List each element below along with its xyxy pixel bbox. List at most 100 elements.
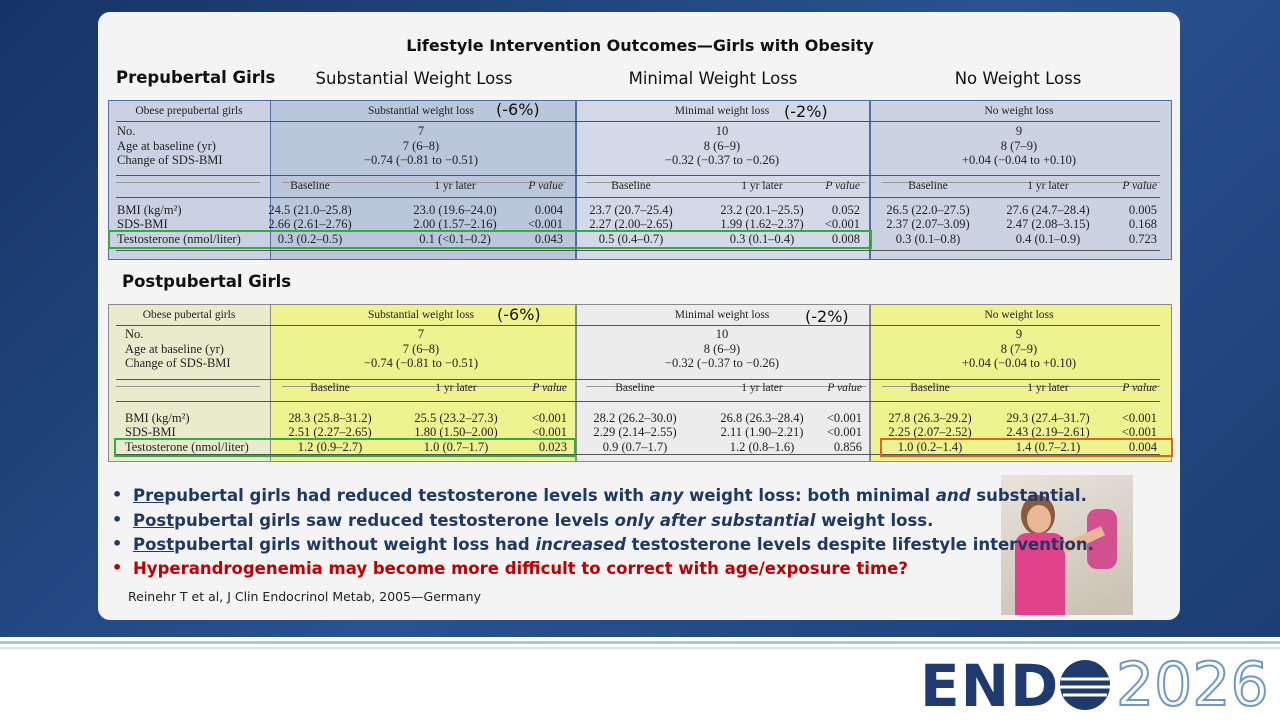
subheader: P value <box>528 180 563 192</box>
bullet-segment: weight loss. <box>815 511 934 530</box>
row-label: SDS-BMI <box>117 217 168 231</box>
cell: 1.4 (0.7–2.1) <box>1015 440 1081 454</box>
subheader: 1 yr later <box>1027 382 1069 394</box>
summary-value: −0.74 (−0.81 to −0.51) <box>363 153 479 167</box>
cell: 23.2 (20.1–25.5) <box>720 203 804 217</box>
table-rule <box>586 182 866 183</box>
cell: 2.43 (2.19–2.61) <box>1006 425 1090 439</box>
group-header: Minimal weight loss <box>674 105 770 117</box>
table-rule <box>282 182 566 183</box>
summary-value: 7 <box>417 327 425 341</box>
cell: 27.8 (26.3–29.2) <box>888 411 972 425</box>
cell: 29.3 (27.4–31.7) <box>1006 411 1090 425</box>
group-column <box>870 304 1172 462</box>
highlight-box <box>114 438 576 457</box>
logo-year: 2026 <box>1115 650 1270 720</box>
bullet-segment: pubertal girls saw reduced testosterone … <box>174 511 615 530</box>
bullet-segment: Post <box>133 511 175 530</box>
bullet-segment: only after substantial <box>614 511 816 530</box>
group-header: No weight loss <box>984 309 1054 321</box>
cell: <0.001 <box>531 411 567 425</box>
section-label: Prepubertal Girls <box>116 68 276 87</box>
cell: 2.66 (2.61–2.76) <box>268 217 352 231</box>
summary-value: 8 (7–9) <box>1000 342 1038 356</box>
bullet-segment: Hyperandrogenemia may become more diffic… <box>133 559 908 578</box>
cell: 1.2 (0.9–2.7) <box>297 440 363 454</box>
bullet-dot: • <box>112 558 123 577</box>
bullet-segment: Pre <box>133 486 165 505</box>
cell: 2.29 (2.14–2.55) <box>593 425 677 439</box>
row-label: Testosterone (nmol/liter) <box>117 232 241 246</box>
subheader: 1 yr later <box>1027 180 1069 192</box>
column-heading: Substantial Weight Loss <box>315 69 513 88</box>
summary-value: 9 <box>1015 124 1023 138</box>
subheader: 1 yr later <box>435 382 477 394</box>
summary-value: −0.32 (−0.37 to −0.26) <box>664 356 780 370</box>
table-rule <box>116 197 1160 198</box>
cell: 2.11 (1.90–2.21) <box>720 425 804 439</box>
cell: 1.0 (0.7–1.7) <box>423 440 489 454</box>
cell: 27.6 (24.7–28.4) <box>1006 203 1090 217</box>
bullet-segment: Post <box>133 535 175 554</box>
subheader: 1 yr later <box>434 180 476 192</box>
group-column <box>576 100 870 260</box>
bullet: Postpubertal girls saw reduced testoster… <box>133 512 933 530</box>
group-column <box>576 304 870 462</box>
table-rule <box>282 386 566 387</box>
annotation: (-6%) <box>496 100 540 119</box>
table-rule <box>116 379 1160 380</box>
bullet-dot: • <box>112 485 123 504</box>
cell: 0.168 <box>1128 217 1157 231</box>
row-label: Change of SDS-BMI <box>125 356 231 370</box>
summary-value: 8 (6–9) <box>703 342 741 356</box>
bullet-dot: • <box>112 534 123 553</box>
subheader: P value <box>1122 180 1157 192</box>
subheader: Baseline <box>615 382 655 394</box>
row-label: Change of SDS-BMI <box>117 153 223 167</box>
cell: 0.004 <box>534 203 563 217</box>
subheader: P value <box>825 180 860 192</box>
photo-shirt <box>1015 533 1065 615</box>
cell: 0.4 (0.1–0.9) <box>1015 232 1081 246</box>
subheader: P value <box>827 382 862 394</box>
cell: 2.37 (2.07–3.09) <box>886 217 970 231</box>
summary-value: 10 <box>715 124 729 138</box>
table-rule <box>116 401 1160 402</box>
group-header: No weight loss <box>984 105 1054 117</box>
cell: 0.043 <box>534 232 563 246</box>
summary-value: −0.32 (−0.37 to −0.26) <box>664 153 780 167</box>
cell: 0.856 <box>833 440 862 454</box>
cell: 28.2 (26.2–30.0) <box>593 411 677 425</box>
row-label: Testosterone (nmol/liter) <box>125 440 249 454</box>
table-rule <box>116 250 1160 251</box>
subheader: 1 yr later <box>741 382 783 394</box>
summary-value: 7 <box>417 124 425 138</box>
subheader: 1 yr later <box>741 180 783 192</box>
footer-stripe <box>0 647 1280 649</box>
cell: <0.001 <box>527 217 563 231</box>
cell: 0.9 (0.7–1.7) <box>602 440 668 454</box>
bullet-segment: weight loss: both minimal <box>683 486 936 505</box>
bullet-segment: and <box>935 486 971 505</box>
cell: <0.001 <box>826 425 862 439</box>
cell: 2.27 (2.00–2.65) <box>589 217 673 231</box>
cell: 26.5 (22.0–27.5) <box>886 203 970 217</box>
table-rule <box>586 386 866 387</box>
table-rule <box>882 182 1160 183</box>
cell: 28.3 (25.8–31.2) <box>288 411 372 425</box>
logo-word: END <box>920 652 1060 720</box>
section-label: Postpubertal Girls <box>122 272 292 291</box>
table-rule <box>116 175 1160 176</box>
table-rule <box>116 454 1160 455</box>
row-label: Age at baseline (yr) <box>117 139 216 153</box>
table-rule <box>882 386 1160 387</box>
bullet: Prepubertal girls had reduced testostero… <box>133 487 1087 505</box>
cell: 1.2 (0.8–1.6) <box>729 440 795 454</box>
column-heading: No Weight Loss <box>954 69 1082 88</box>
summary-value: 7 (6–8) <box>402 139 440 153</box>
cell: 1.80 (1.50–2.00) <box>414 425 498 439</box>
bullet-segment: any <box>649 486 684 505</box>
cell: 2.51 (2.27–2.65) <box>288 425 372 439</box>
bullet-segment: pubertal girls had reduced testosterone … <box>164 486 650 505</box>
column-heading: Minimal Weight Loss <box>628 69 798 88</box>
